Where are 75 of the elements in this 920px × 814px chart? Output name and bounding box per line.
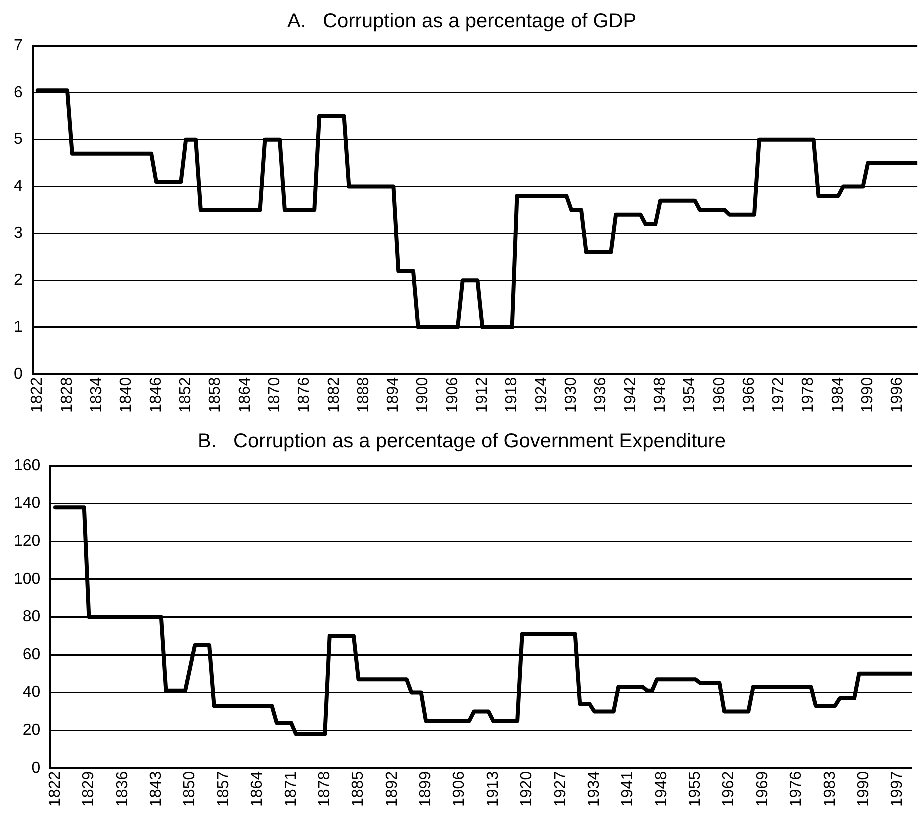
x-tick-label: 1976 (788, 771, 806, 807)
y-tick-label: 120 (14, 533, 41, 550)
x-tick-label: 1858 (207, 377, 224, 413)
x-tick-label: 1955 (687, 771, 704, 807)
x-tick-label: 1822 (46, 771, 64, 807)
x-tick-label: 1978 (800, 377, 818, 413)
y-tick-label: 0 (32, 760, 41, 777)
x-tick-label: 1888 (355, 377, 372, 413)
x-tick-label: 1954 (682, 377, 699, 413)
x-tick-label: 1918 (504, 377, 521, 413)
x-tick-label: 1899 (418, 771, 435, 807)
x-tick-label: 1834 (88, 377, 106, 413)
x-tick-label: 1962 (720, 771, 738, 807)
x-tick-label: 1960 (711, 377, 728, 413)
x-tick-label: 1942 (622, 377, 640, 413)
x-tick-label: 1920 (518, 771, 536, 807)
x-tick-label: 1828 (58, 377, 76, 413)
x-tick-label: 1997 (889, 771, 906, 807)
x-tick-label: 1924 (533, 377, 550, 413)
y-tick-label: 2 (14, 272, 23, 289)
x-tick-label: 1829 (80, 771, 98, 807)
x-tick-label: 1864 (249, 771, 266, 807)
y-tick-label: 100 (14, 570, 41, 588)
y-tick-label: 140 (14, 495, 41, 512)
x-tick-label: 1941 (620, 771, 637, 807)
x-tick-label: 1836 (114, 771, 132, 807)
x-tick-label: 1996 (889, 377, 906, 413)
x-tick-label: 1864 (236, 377, 254, 413)
y-tick-label: 5 (14, 131, 23, 148)
x-tick-label: 1966 (740, 377, 758, 413)
x-tick-label: 1912 (474, 377, 492, 413)
x-tick-label: 1983 (822, 771, 839, 807)
x-tick-label: 1972 (770, 377, 788, 413)
y-tick-label: 3 (14, 225, 23, 242)
x-tick-label: 1990 (860, 377, 877, 413)
x-tick-label: 1885 (350, 771, 368, 807)
x-tick-label: 1850 (182, 771, 199, 807)
y-tick-label: 160 (14, 457, 41, 474)
x-tick-label: 1990 (856, 771, 873, 807)
chart-title: A. Corruption as a percentage of GDP (287, 10, 637, 33)
x-tick-label: 1906 (444, 377, 462, 413)
x-tick-label: 1852 (178, 377, 195, 413)
y-tick-label: 4 (14, 178, 23, 196)
x-tick-label: 1936 (592, 377, 610, 413)
y-tick-label: 40 (22, 684, 41, 702)
y-tick-label: 60 (22, 646, 41, 664)
x-tick-label: 1948 (653, 771, 670, 807)
y-tick-label: 80 (22, 608, 41, 626)
x-tick-label: 1900 (414, 377, 432, 413)
x-tick-label: 1846 (148, 377, 165, 413)
y-tick-label: 0 (14, 366, 23, 383)
x-tick-label: 1913 (484, 771, 502, 807)
x-tick-label: 1878 (316, 771, 334, 807)
x-tick-label: 1948 (652, 377, 669, 413)
x-tick-label: 1906 (451, 771, 468, 807)
x-tick-label: 1984 (830, 377, 847, 413)
x-tick-label: 1870 (266, 377, 284, 413)
x-tick-label: 1876 (296, 377, 314, 413)
x-tick-label: 1871 (282, 771, 300, 807)
x-tick-label: 1930 (563, 377, 580, 413)
x-tick-label: 1934 (586, 771, 603, 807)
x-tick-label: 1882 (326, 377, 343, 413)
x-tick-label: 1840 (118, 377, 136, 413)
x-tick-label: 1857 (215, 771, 232, 807)
y-tick-label: 7 (14, 37, 23, 54)
y-tick-label: 20 (22, 722, 41, 740)
y-tick-label: 6 (14, 84, 23, 102)
chart-title: B. Corruption as a percentage of Government Expenditure (198, 430, 726, 453)
x-tick-label: 1969 (754, 771, 772, 807)
x-tick-label: 1822 (29, 377, 46, 413)
x-tick-label: 1843 (148, 771, 165, 807)
x-tick-label: 1892 (384, 771, 401, 807)
x-tick-label: 1927 (552, 771, 570, 807)
y-tick-label: 1 (14, 318, 23, 336)
x-tick-label: 1894 (385, 377, 402, 413)
